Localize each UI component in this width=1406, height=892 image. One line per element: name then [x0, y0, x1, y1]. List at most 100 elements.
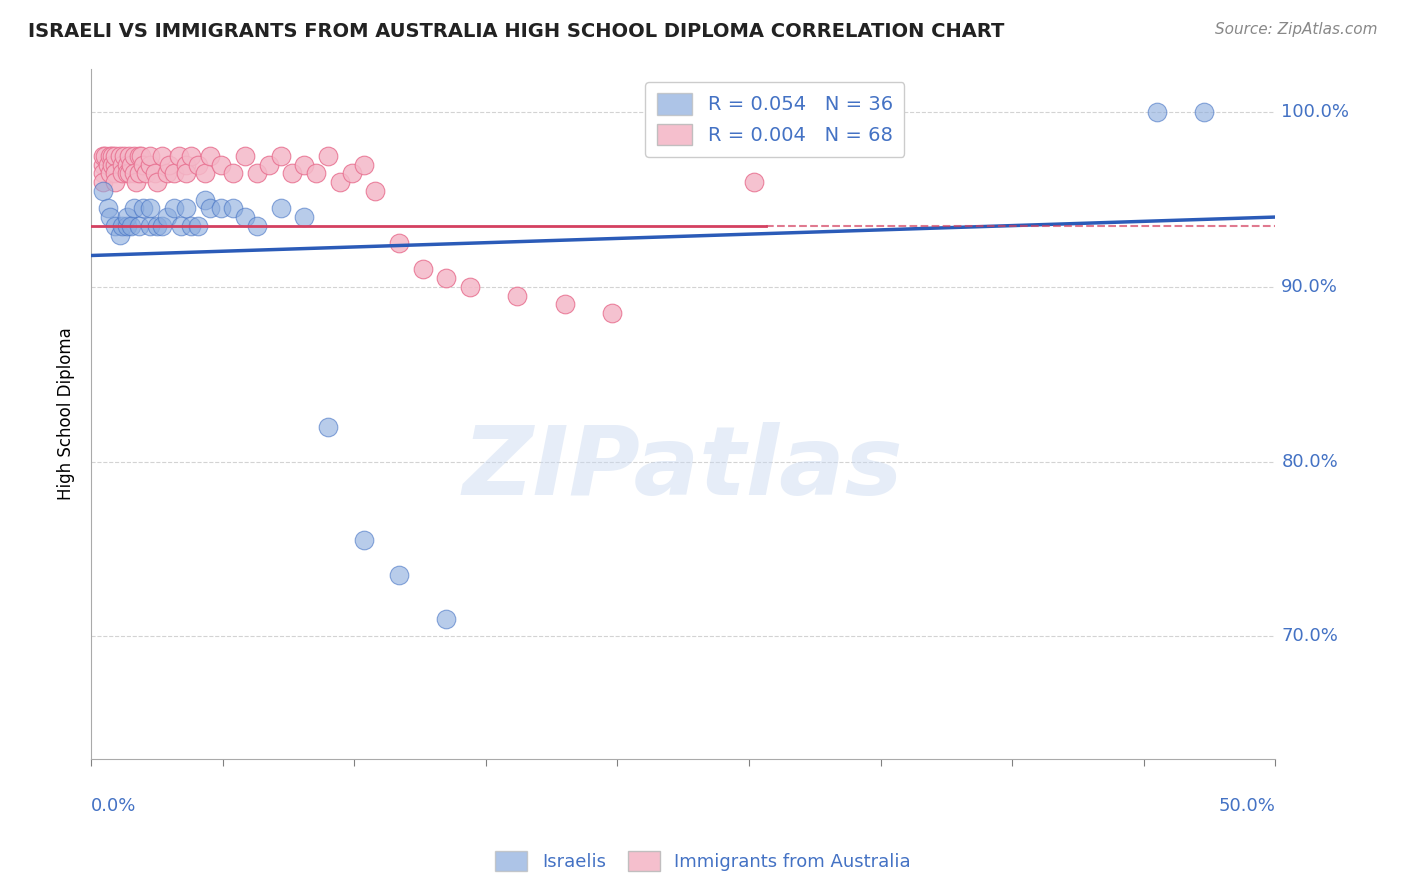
Point	[233, 210, 256, 224]
Point	[174, 202, 197, 216]
Point	[122, 149, 145, 163]
Point	[198, 202, 221, 216]
Point	[233, 149, 256, 163]
Point	[139, 158, 162, 172]
Point	[139, 219, 162, 233]
Point	[104, 149, 127, 163]
Point	[101, 149, 124, 163]
Point	[97, 202, 120, 216]
Point	[150, 219, 173, 233]
Point	[174, 158, 197, 172]
Point	[91, 158, 114, 172]
Point	[194, 193, 217, 207]
Legend: Israelis, Immigrants from Australia: Israelis, Immigrants from Australia	[488, 844, 918, 879]
Point	[458, 280, 481, 294]
Text: 70.0%: 70.0%	[1281, 627, 1339, 646]
Point	[388, 236, 411, 251]
Point	[222, 202, 245, 216]
Point	[222, 166, 245, 180]
Point	[281, 166, 304, 180]
Point	[436, 271, 458, 285]
Point	[98, 166, 121, 180]
Point	[194, 166, 217, 180]
Text: 0.0%: 0.0%	[91, 797, 136, 814]
Point	[316, 149, 339, 163]
Point	[270, 149, 292, 163]
Point	[115, 219, 138, 233]
Point	[209, 158, 232, 172]
Point	[108, 227, 131, 242]
Point	[436, 612, 458, 626]
Text: ZIPatlas: ZIPatlas	[463, 423, 904, 516]
Point	[122, 166, 145, 180]
Point	[108, 149, 131, 163]
Point	[388, 568, 411, 582]
Point	[353, 158, 375, 172]
Point	[115, 166, 138, 180]
Point	[353, 533, 375, 548]
Point	[120, 219, 142, 233]
Point	[600, 306, 623, 320]
Point	[111, 219, 134, 233]
Point	[163, 202, 186, 216]
Point	[91, 166, 114, 180]
Legend: R = 0.054   N = 36, R = 0.004   N = 68: R = 0.054 N = 36, R = 0.004 N = 68	[645, 82, 904, 157]
Point	[506, 288, 529, 302]
Point	[270, 202, 292, 216]
Y-axis label: High School Diploma: High School Diploma	[58, 327, 75, 500]
Point	[122, 202, 145, 216]
Point	[115, 158, 138, 172]
Point	[128, 149, 150, 163]
Point	[554, 297, 576, 311]
Point	[329, 175, 352, 189]
Point	[364, 184, 387, 198]
Point	[246, 219, 269, 233]
Point	[97, 158, 120, 172]
Point	[139, 149, 162, 163]
Text: 80.0%: 80.0%	[1281, 453, 1339, 471]
Point	[120, 158, 142, 172]
Point	[111, 166, 134, 180]
Point	[1146, 105, 1168, 120]
Point	[209, 202, 232, 216]
Text: Source: ZipAtlas.com: Source: ZipAtlas.com	[1215, 22, 1378, 37]
Point	[170, 219, 193, 233]
Point	[163, 166, 186, 180]
Point	[146, 175, 169, 189]
Point	[111, 158, 134, 172]
Point	[98, 149, 121, 163]
Point	[112, 149, 135, 163]
Point	[135, 166, 157, 180]
Point	[118, 149, 141, 163]
Point	[187, 219, 209, 233]
Point	[104, 158, 127, 172]
Point	[94, 149, 117, 163]
Point	[104, 175, 127, 189]
Point	[115, 210, 138, 224]
Point	[104, 219, 127, 233]
Point	[91, 175, 114, 189]
Point	[180, 219, 202, 233]
Point	[129, 149, 152, 163]
Point	[150, 149, 173, 163]
Point	[305, 166, 328, 180]
Point	[412, 262, 434, 277]
Point	[316, 419, 339, 434]
Point	[128, 166, 150, 180]
Text: ISRAELI VS IMMIGRANTS FROM AUSTRALIA HIGH SCHOOL DIPLOMA CORRELATION CHART: ISRAELI VS IMMIGRANTS FROM AUSTRALIA HIG…	[28, 22, 1004, 41]
Point	[143, 166, 166, 180]
Text: 50.0%: 50.0%	[1219, 797, 1275, 814]
Point	[132, 158, 155, 172]
Point	[257, 158, 280, 172]
Point	[156, 166, 179, 180]
Point	[156, 210, 179, 224]
Point	[742, 175, 765, 189]
Point	[1194, 105, 1216, 120]
Point	[91, 184, 114, 198]
Point	[292, 210, 315, 224]
Point	[91, 149, 114, 163]
Point	[146, 219, 169, 233]
Point	[167, 149, 190, 163]
Point	[132, 202, 155, 216]
Point	[104, 166, 127, 180]
